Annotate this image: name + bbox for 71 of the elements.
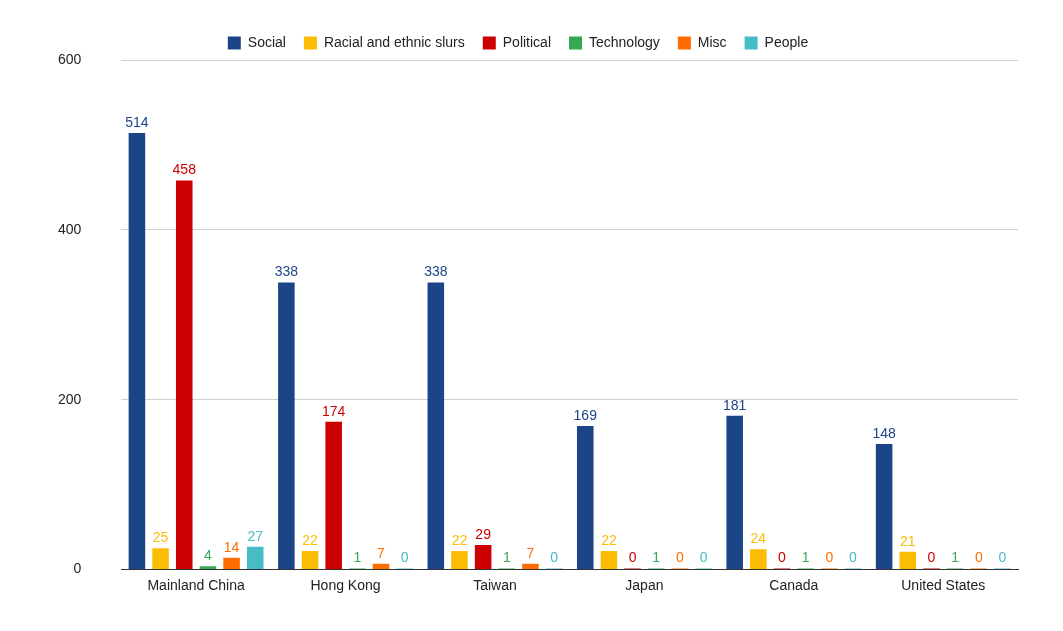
- y-tick-label: 400: [58, 220, 82, 237]
- data-label: 4: [204, 547, 213, 564]
- data-label: 0: [927, 549, 936, 566]
- data-label: 0: [974, 549, 983, 566]
- data-label: 458: [172, 161, 197, 178]
- data-label: 0: [550, 549, 559, 566]
- bar: [875, 443, 893, 570]
- legend-label: Racial and ethnic slurs: [323, 33, 465, 50]
- x-tick-label: Taiwan: [473, 576, 517, 593]
- legend-label: Technology: [589, 33, 660, 50]
- data-label: 1: [951, 549, 960, 566]
- bar: [427, 282, 445, 570]
- bar: [278, 282, 295, 570]
- bar: [899, 551, 917, 570]
- bar: [199, 566, 217, 570]
- data-label: 338: [274, 263, 299, 280]
- bar: [175, 180, 193, 570]
- data-label: 0: [849, 549, 858, 566]
- data-label: 0: [628, 549, 637, 566]
- data-label: 181: [723, 396, 747, 413]
- x-tick-label: Mainland China: [147, 576, 245, 593]
- data-label: 1: [652, 549, 661, 566]
- data-label: 0: [675, 549, 684, 566]
- data-label: 24: [750, 530, 767, 547]
- legend-label: People: [764, 33, 809, 50]
- data-label: 0: [998, 549, 1007, 566]
- data-label: 169: [573, 406, 598, 423]
- data-label: 0: [699, 549, 708, 566]
- data-label: 25: [152, 529, 169, 546]
- bar: [522, 563, 539, 570]
- data-label: 148: [872, 424, 897, 441]
- bar: [128, 133, 146, 570]
- data-label: 22: [302, 531, 319, 548]
- data-label: 514: [125, 113, 149, 130]
- x-tick-label: Japan: [625, 576, 664, 593]
- bar: [474, 544, 492, 570]
- data-label: 0: [825, 549, 834, 566]
- x-tick-label: Canada: [769, 576, 819, 593]
- legend-label: Social: [247, 33, 286, 50]
- data-label: 7: [526, 544, 535, 561]
- legend-label: Misc: [697, 33, 727, 50]
- x-tick-label: United States: [901, 576, 986, 593]
- data-label: 1: [353, 549, 362, 566]
- bar: [223, 557, 240, 570]
- data-label: 22: [451, 531, 468, 548]
- data-label: 1: [801, 549, 810, 566]
- bar: [726, 415, 743, 570]
- data-label: 29: [475, 525, 492, 542]
- data-label: 338: [424, 263, 448, 280]
- legend-label: Political: [502, 33, 552, 50]
- data-label: 21: [900, 532, 916, 549]
- data-label: 174: [322, 402, 346, 419]
- data-label: 0: [778, 549, 787, 566]
- y-tick-label: 200: [58, 390, 82, 407]
- bar: [152, 548, 169, 570]
- bar: [301, 550, 319, 570]
- data-label: 14: [223, 538, 240, 555]
- bar: [600, 550, 618, 570]
- bar: [451, 550, 468, 570]
- data-label: 22: [601, 531, 617, 548]
- data-label: 0: [400, 549, 409, 566]
- x-tick-label: Hong Kong: [310, 576, 381, 593]
- bar: [750, 549, 767, 570]
- bar: [576, 426, 594, 570]
- data-label: 1: [502, 549, 511, 566]
- bar: [325, 421, 342, 570]
- y-tick-label: 600: [58, 50, 82, 67]
- y-tick-label: 0: [73, 560, 82, 577]
- data-label: 27: [247, 527, 264, 544]
- data-label: 7: [377, 544, 386, 561]
- bar: [246, 546, 264, 570]
